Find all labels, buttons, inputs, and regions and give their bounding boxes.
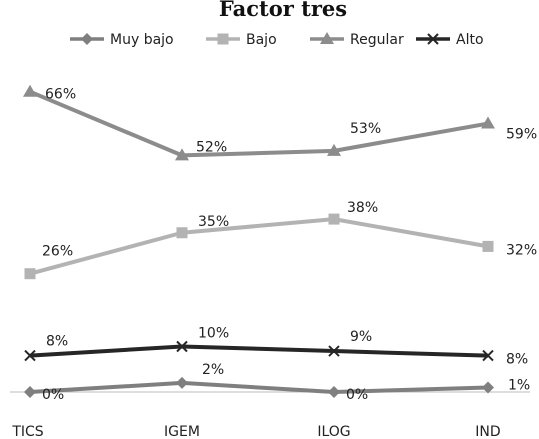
category-label-3: IND (475, 424, 500, 439)
data-label-1-1: 35% (198, 214, 229, 230)
point-1-3 (482, 240, 494, 252)
data-label-0-2: 0% (346, 387, 368, 403)
data-label-0-3: 1% (508, 377, 530, 393)
legend-marker-3 (427, 33, 439, 45)
data-label-1-0: 26% (42, 244, 73, 260)
series-layer (23, 84, 495, 398)
series-line-3 (29, 344, 489, 358)
point-3-1 (176, 340, 188, 353)
series-line-2 (29, 89, 489, 158)
legend-marker-0 (81, 33, 93, 45)
point-1-2 (328, 213, 340, 225)
data-label-3-3: 8% (506, 352, 528, 368)
legend-label-2: Regular (350, 32, 404, 48)
point-2-2 (327, 143, 341, 156)
series-line-1 (29, 217, 489, 276)
point-2-3 (481, 116, 495, 129)
data-label-2-1: 52% (196, 139, 227, 155)
point-0-0 (24, 386, 36, 398)
point-3-3 (482, 349, 494, 362)
legend: Muy bajo Bajo Regular Alto (70, 32, 484, 48)
series-line-0 (29, 380, 489, 394)
data-label-0-0: 0% (42, 387, 64, 403)
data-label-0-1: 2% (202, 362, 224, 378)
data-label-3-0: 8% (46, 334, 68, 350)
point-2-0 (23, 84, 37, 97)
data-label-2-0: 66% (45, 87, 76, 103)
legend-label-0: Muy bajo (110, 32, 174, 48)
data-label-1-2: 38% (347, 200, 378, 216)
legend-marker-2 (320, 32, 334, 44)
category-label-0: TICS (11, 424, 43, 439)
point-3-2 (328, 345, 340, 357)
data-labels-layer: 0% 2% 0% 1% 26% 35% 38% 32% 66% 52% 53% 59% 8% 10% 9% 8… (42, 87, 537, 403)
data-label-3-2: 9% (350, 329, 372, 345)
point-3-0 (24, 349, 36, 362)
data-label-2-2: 53% (350, 121, 381, 137)
point-0-3 (482, 381, 494, 394)
point-0-1 (176, 376, 188, 389)
data-label-2-3: 59% (506, 127, 537, 143)
legend-label-3: Alto (456, 32, 484, 48)
data-label-3-1: 10% (198, 326, 229, 342)
point-1-0 (24, 268, 36, 280)
point-2-1 (175, 148, 189, 161)
legend-marker-1 (217, 33, 229, 45)
category-label-2: ILOG (317, 424, 350, 439)
point-1-1 (176, 227, 188, 239)
point-0-2 (328, 386, 340, 398)
chart-title: Factor tres (219, 0, 347, 21)
data-label-1-3: 32% (506, 242, 537, 258)
category-labels: TICS IGEM ILOG IND (11, 424, 500, 439)
category-label-1: IGEM (164, 424, 200, 439)
legend-label-1: Bajo (246, 32, 277, 48)
